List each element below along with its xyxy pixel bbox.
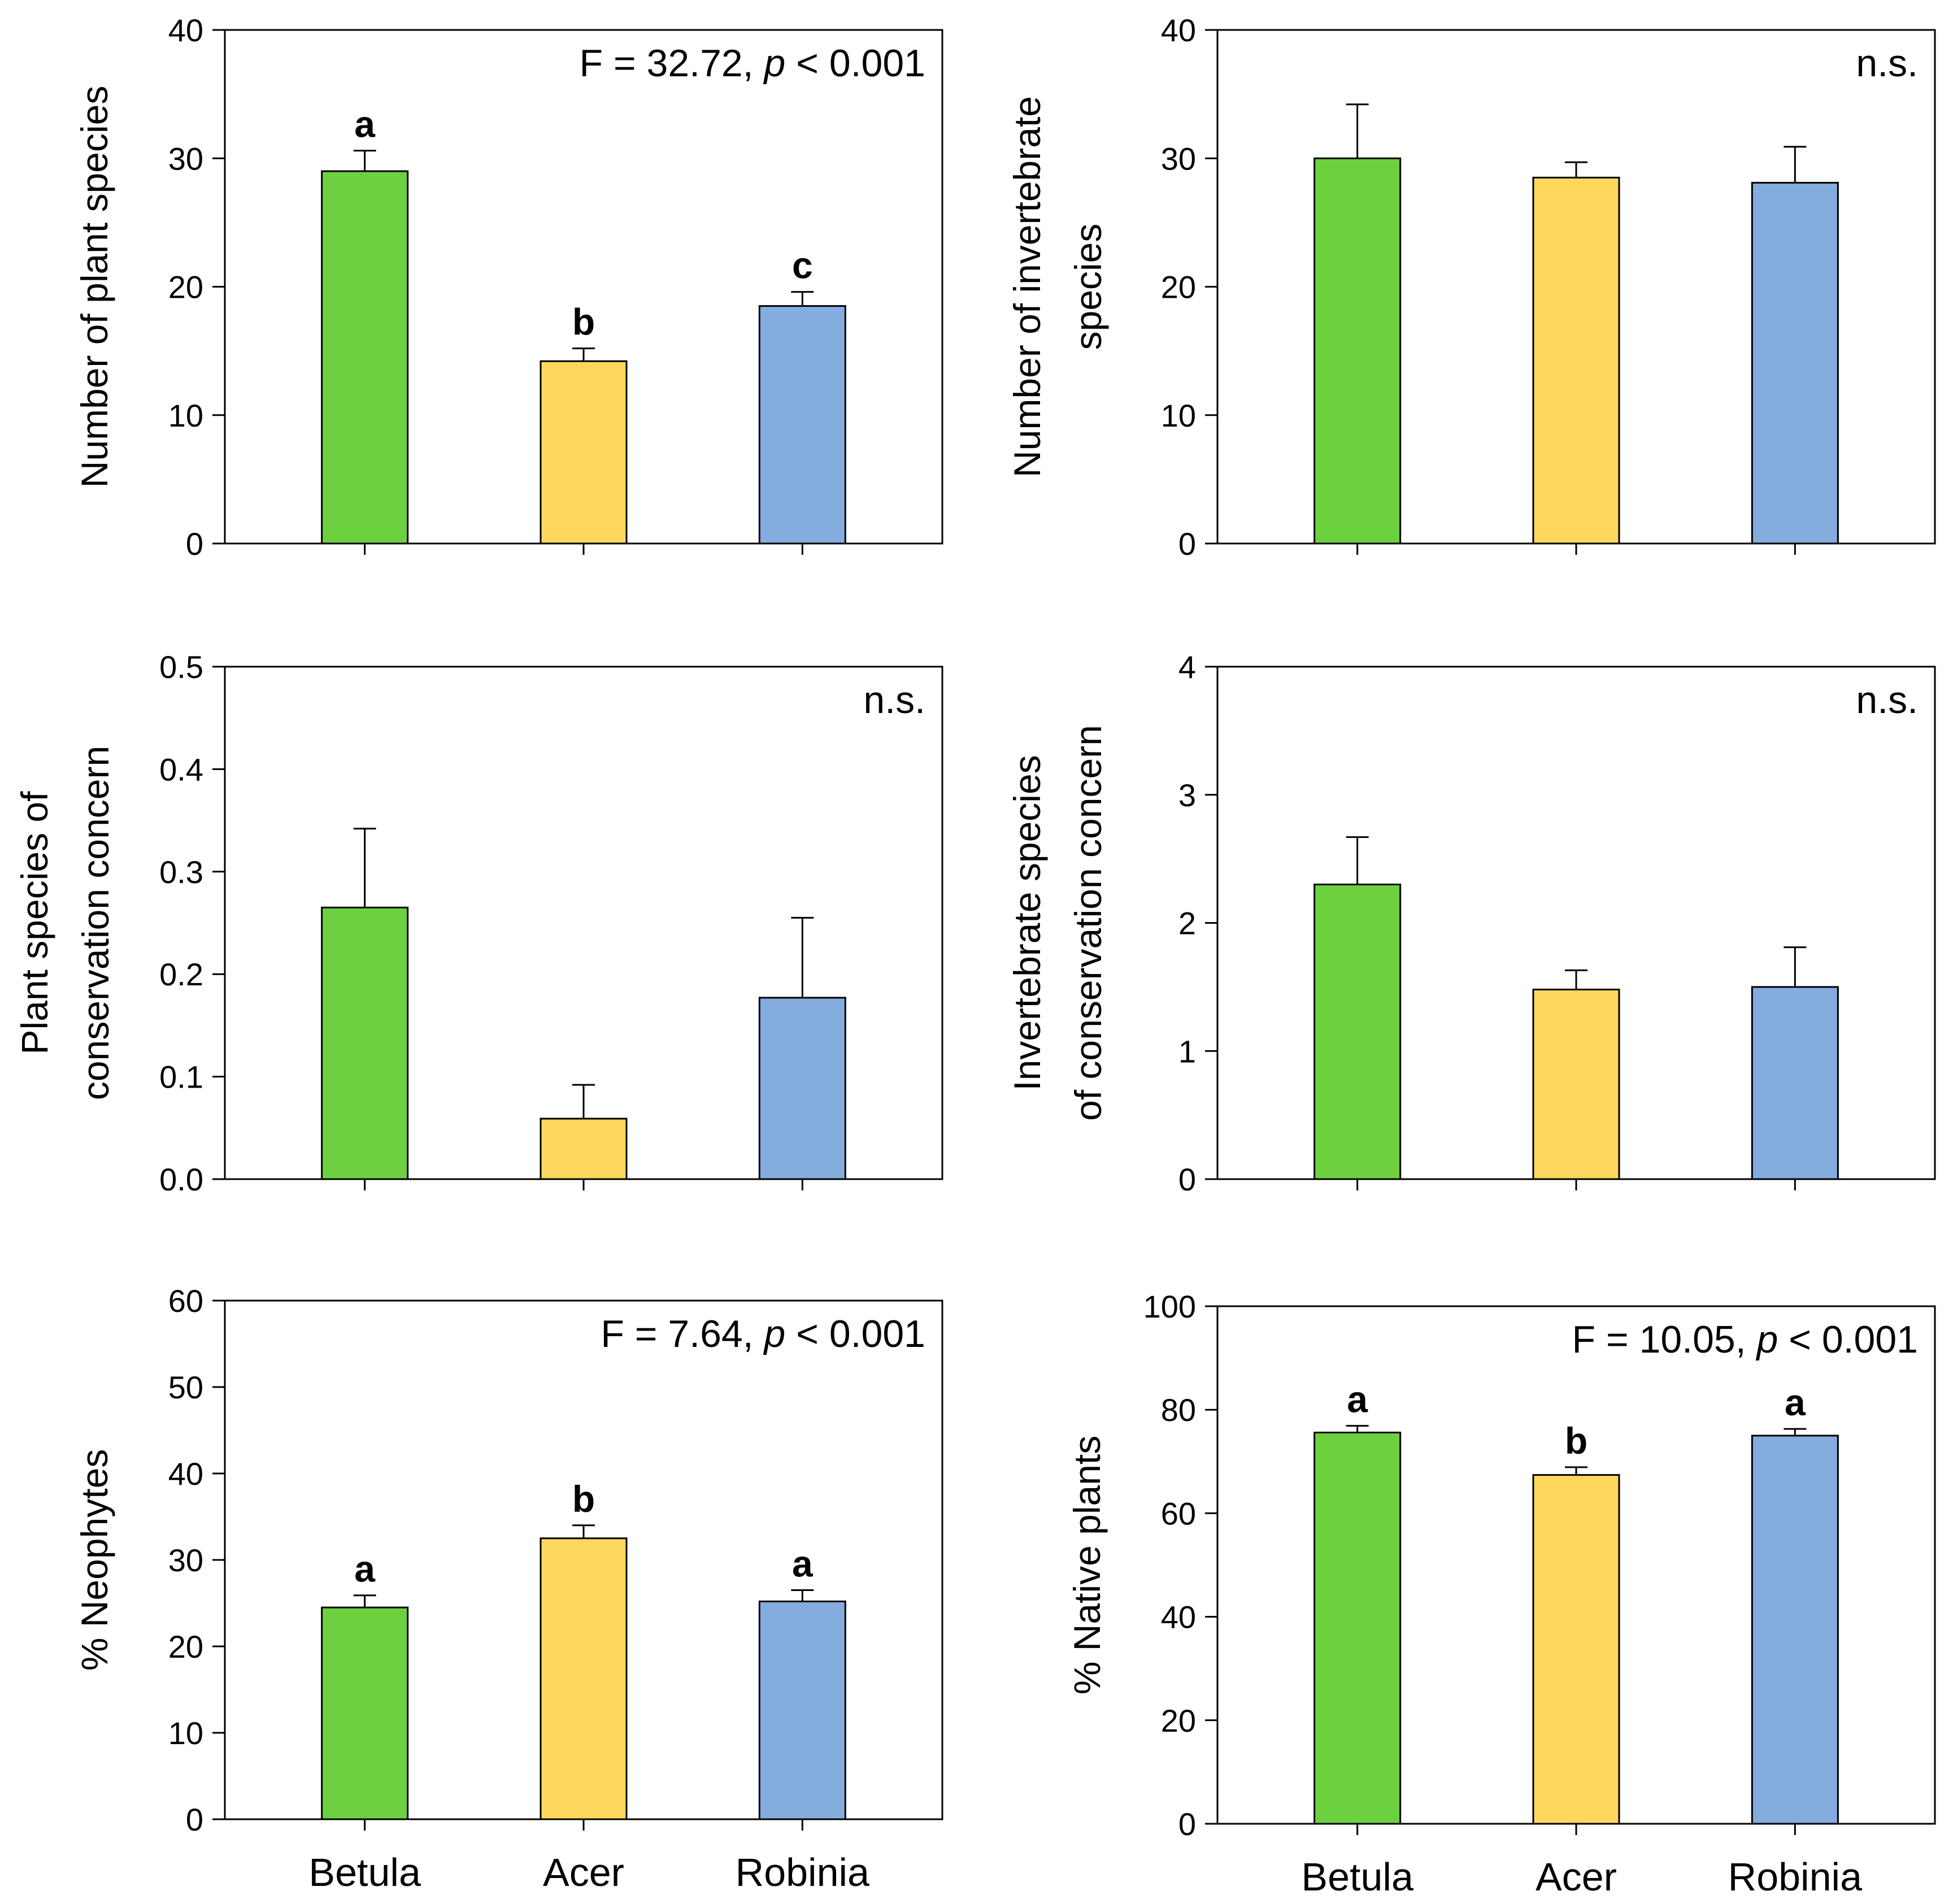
y-axis-label: species [1067, 224, 1109, 350]
y-axis-label: Number of invertebrate [1006, 96, 1048, 477]
panel-plant-species: 0 10 20 30 40 Number of plant species a b c F = 3… [73, 12, 943, 562]
stat-annotation: F = 10.05, p < 0.001 [1572, 1318, 1918, 1361]
y-tick-label: 0 [186, 1802, 203, 1837]
panel-native-plants: 0 20 40 60 80 100 % Native plants a Betula b Acer a… [1066, 1289, 1936, 1899]
y-tick-label: 0 [186, 526, 203, 562]
significance-letter: a [1347, 1379, 1368, 1420]
y-tick-label: 60 [1161, 1496, 1196, 1531]
significance-letter: c [792, 245, 813, 286]
stat-annotation: n.s. [1856, 679, 1918, 721]
bar-robinia [1751, 181, 1839, 545]
y-tick-label: 30 [1161, 141, 1196, 176]
panel-plant-conservation: 0.0 0.1 0.2 0.3 0.4 0.5 Plant species of conser… [14, 649, 943, 1197]
y-axis-label: of conservation concern [1067, 725, 1109, 1121]
y-tick-label: 40 [1161, 12, 1196, 48]
significance-letter: a [354, 1548, 376, 1590]
bar-acer [540, 360, 628, 545]
x-tick-label-betula: Betula [1301, 1855, 1413, 1899]
y-tick-label: 30 [168, 1542, 203, 1578]
y-tick-label: 40 [168, 1456, 203, 1492]
panel-invertebrate-conservation: 0 1 2 3 4 Invertebrate species of conservation… [1006, 649, 1936, 1197]
bar-betula [321, 906, 409, 1180]
bar-robinia [758, 997, 846, 1180]
y-tick-label: 4 [1178, 649, 1196, 685]
y-axis-label: Invertebrate species [1006, 755, 1048, 1090]
y-axis-label: Plant species of [14, 791, 55, 1055]
y-tick-label: 20 [1161, 1703, 1196, 1738]
y-tick-label: 100 [1143, 1289, 1196, 1324]
y-tick-label: 40 [1161, 1599, 1196, 1635]
bar-betula [1313, 157, 1402, 545]
y-tick-label: 0.0 [159, 1162, 203, 1197]
bar-robinia [758, 1600, 846, 1820]
x-tick-label-acer: Acer [1536, 1855, 1617, 1899]
y-tick-label: 10 [1161, 398, 1196, 433]
y-tick-label: 3 [1178, 777, 1196, 813]
bar-acer [540, 1118, 628, 1180]
y-tick-label: 0 [1178, 1162, 1196, 1197]
bar-betula [321, 170, 409, 545]
y-tick-label: 10 [168, 1715, 203, 1751]
bar-betula [1313, 883, 1402, 1180]
y-axis-label: % Native plants [1066, 1436, 1108, 1695]
bar-acer [1532, 1474, 1620, 1825]
y-tick-label: 0.5 [159, 649, 203, 685]
panel-invertebrate-species: 0 10 20 30 40 Number of invertebrate species n.… [1006, 12, 1936, 562]
x-tick-label-betula: Betula [308, 1850, 421, 1894]
y-tick-label: 10 [168, 398, 203, 433]
y-axis-label: conservation concern [75, 746, 116, 1100]
y-tick-label: 20 [168, 1629, 203, 1664]
y-tick-label: 20 [1161, 269, 1196, 305]
significance-letter: b [1565, 1420, 1587, 1462]
panel-neophytes: 0 10 20 30 40 50 60 % Neophytes a Betula b Acer a Rob… [73, 1283, 943, 1894]
significance-letter: a [1785, 1381, 1806, 1423]
x-tick-label-robinia: Robinia [1728, 1855, 1862, 1899]
significance-letter: b [572, 1478, 595, 1520]
x-tick-label-acer: Acer [543, 1850, 624, 1894]
x-tick-label-robinia: Robinia [736, 1850, 869, 1894]
bar-acer [1532, 988, 1620, 1180]
stat-annotation: n.s. [1856, 42, 1918, 85]
y-tick-label: 0.2 [159, 957, 203, 992]
significance-letter: a [792, 1543, 814, 1585]
significance-letter: a [354, 103, 376, 145]
y-tick-label: 50 [168, 1370, 203, 1405]
y-tick-label: 40 [168, 12, 203, 48]
bar-robinia [758, 305, 846, 545]
y-tick-label: 60 [168, 1283, 203, 1319]
stat-annotation: F = 7.64, p < 0.001 [601, 1312, 925, 1355]
y-tick-label: 20 [168, 269, 203, 305]
bar-acer [540, 1537, 628, 1820]
y-axis-label: Number of plant species [73, 86, 115, 488]
y-tick-label: 0 [1178, 1806, 1196, 1842]
significance-letter: b [572, 301, 595, 343]
y-tick-label: 0 [1178, 526, 1196, 562]
bar-betula [321, 1606, 409, 1820]
y-tick-label: 0.3 [159, 854, 203, 890]
y-axis-label: % Neophytes [73, 1449, 115, 1671]
y-tick-label: 0.4 [159, 751, 203, 787]
y-tick-label: 2 [1178, 906, 1196, 941]
bar-betula [1313, 1432, 1402, 1825]
y-tick-label: 0.1 [159, 1059, 203, 1095]
stat-annotation: n.s. [863, 679, 925, 721]
bar-robinia [1751, 1434, 1839, 1825]
bar-robinia [1751, 986, 1839, 1180]
bar-acer [1532, 176, 1620, 545]
y-tick-label: 1 [1178, 1033, 1196, 1069]
y-tick-label: 80 [1161, 1392, 1196, 1428]
stat-annotation: F = 32.72, p < 0.001 [580, 42, 925, 85]
y-tick-label: 30 [168, 141, 203, 176]
